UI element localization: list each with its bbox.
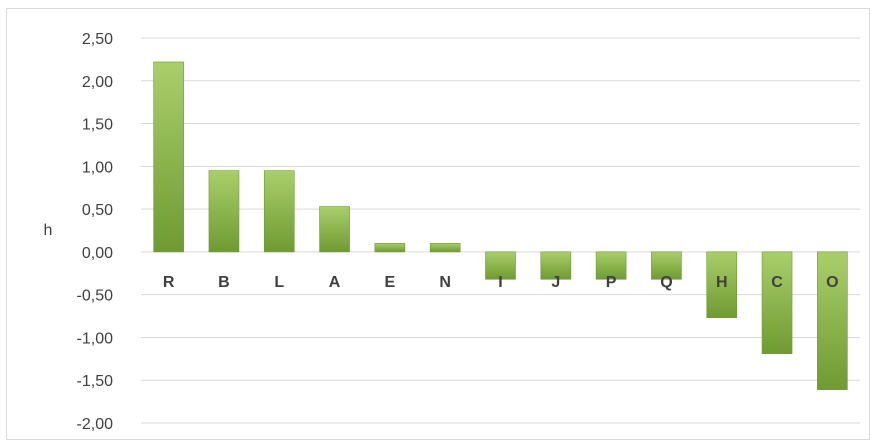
category-label-I: I: [498, 274, 502, 291]
bar-L: [263, 170, 295, 253]
y-tick-label: 0,50: [82, 202, 113, 219]
category-label-B: B: [218, 274, 230, 291]
y-tick-label: -0,50: [77, 288, 114, 305]
bar-C: [761, 251, 793, 354]
category-label-N: N: [439, 274, 451, 291]
bar-E: [374, 243, 406, 253]
y-tick-label: 2,00: [82, 74, 113, 91]
y-tick-label: -1,00: [77, 330, 114, 347]
y-axis-ticks: 2,50 2,00 1,50 1,00 0,50 0,00 -0,50 -1,00 -1,50 -…: [77, 31, 114, 433]
category-label-E: E: [385, 274, 396, 291]
bars: [153, 61, 848, 390]
bar-R: [153, 61, 184, 253]
category-label-C: C: [771, 274, 783, 291]
bar-B: [208, 170, 240, 253]
y-tick-label: 2,50: [82, 31, 113, 48]
category-label-H: H: [716, 274, 728, 291]
bar-A: [319, 206, 350, 253]
bar-J: [540, 251, 572, 280]
category-label-Q: Q: [660, 274, 672, 291]
category-label-A: A: [329, 274, 341, 291]
y-tick-label: 1,50: [82, 117, 113, 134]
category-label-O: O: [826, 274, 838, 291]
y-tick-label: 1,00: [82, 159, 113, 176]
bar-I: [485, 251, 516, 280]
chart-frame: [6, 8, 870, 440]
y-axis-label: h: [44, 222, 53, 239]
y-tick-label: -1,50: [77, 373, 114, 390]
gridlines: [141, 37, 860, 424]
category-label-P: P: [606, 274, 617, 291]
bar-P: [595, 251, 627, 280]
bar-N: [429, 243, 461, 253]
category-label-L: L: [274, 274, 284, 291]
y-tick-label: 0,00: [82, 245, 113, 262]
y-tick-label: -2,00: [77, 416, 114, 433]
bar-O: [817, 251, 848, 390]
bar-Q: [651, 251, 682, 280]
category-label-J: J: [551, 274, 560, 291]
bar-H: [706, 251, 738, 319]
category-label-R: R: [163, 274, 175, 291]
